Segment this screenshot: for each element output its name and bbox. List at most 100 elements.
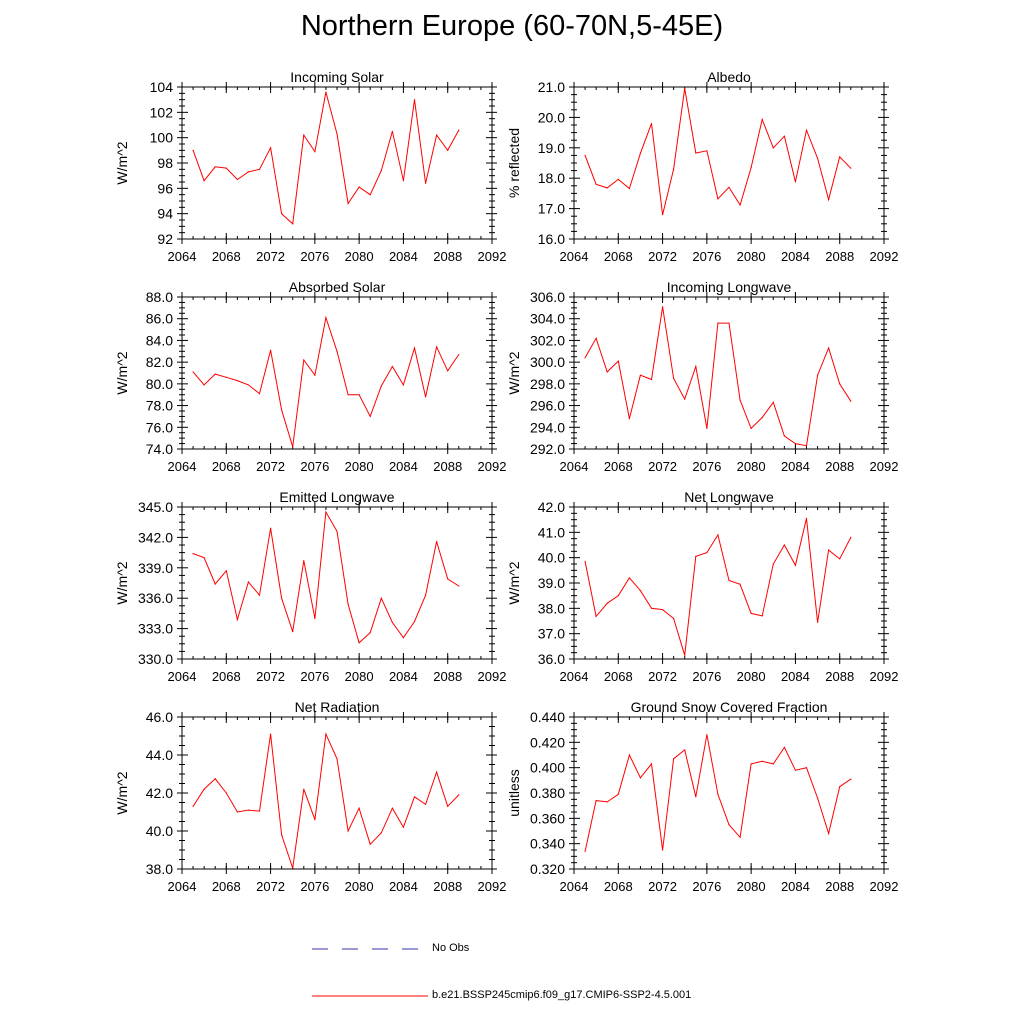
data-point bbox=[584, 850, 586, 852]
data-point bbox=[606, 801, 608, 803]
data-point bbox=[303, 788, 305, 790]
y-tick-label: 37.0 bbox=[538, 626, 565, 642]
data-point bbox=[292, 867, 294, 869]
data-point bbox=[584, 357, 586, 359]
y-tick-label: 44.0 bbox=[146, 747, 173, 763]
y-tick-label: 21.0 bbox=[538, 79, 565, 95]
y-tick-label: 0.440 bbox=[530, 709, 565, 725]
y-tick-label: 104 bbox=[150, 79, 174, 95]
data-point bbox=[761, 118, 763, 121]
data-point bbox=[661, 609, 664, 611]
data-point bbox=[347, 202, 349, 205]
y-tick-label: 80.0 bbox=[146, 376, 173, 392]
data-point bbox=[424, 396, 427, 398]
data-point bbox=[828, 832, 830, 835]
data-point bbox=[369, 632, 371, 634]
data-point bbox=[684, 749, 686, 751]
data-point bbox=[750, 612, 752, 615]
data-point bbox=[639, 152, 642, 154]
data-point bbox=[281, 213, 283, 215]
x-tick-label: 2092 bbox=[478, 669, 507, 684]
x-tick-label: 2064 bbox=[560, 879, 589, 894]
y-tick-label: 342.0 bbox=[138, 529, 173, 545]
y-axis-label: % reflected bbox=[506, 128, 522, 198]
data-point bbox=[772, 401, 774, 403]
x-tick-label: 2076 bbox=[692, 459, 721, 474]
x-tick-label: 2064 bbox=[168, 459, 197, 474]
data-point bbox=[673, 168, 675, 170]
data-point bbox=[673, 377, 675, 380]
data-point bbox=[639, 590, 642, 592]
data-point bbox=[447, 370, 449, 372]
y-tick-label: 82.0 bbox=[146, 354, 173, 370]
x-tick-label: 2084 bbox=[781, 669, 810, 684]
y-tick-label: 339.0 bbox=[138, 560, 173, 576]
data-point bbox=[269, 147, 272, 149]
x-tick-label: 2072 bbox=[648, 669, 677, 684]
x-tick-label: 2092 bbox=[478, 879, 507, 894]
data-point bbox=[391, 807, 393, 809]
data-point bbox=[225, 167, 227, 169]
data-point bbox=[673, 758, 675, 760]
y-axis-label: W/m^2 bbox=[114, 771, 130, 814]
x-tick-label: 2064 bbox=[560, 459, 589, 474]
data-point bbox=[684, 654, 686, 656]
data-point bbox=[447, 578, 449, 580]
y-tick-label: 20.0 bbox=[538, 109, 565, 125]
data-point bbox=[358, 186, 360, 188]
x-tick-label: 2068 bbox=[604, 249, 633, 264]
x-tick-label: 2068 bbox=[604, 669, 633, 684]
y-tick-label: 0.340 bbox=[530, 836, 565, 852]
y-tick-label: 298.0 bbox=[530, 376, 565, 392]
data-point bbox=[413, 347, 416, 349]
figure-title: Northern Europe (60-70N,5-45E) bbox=[300, 10, 724, 42]
data-point bbox=[269, 349, 272, 351]
x-tick-label: 2072 bbox=[256, 459, 285, 474]
data-point bbox=[717, 534, 719, 536]
data-point bbox=[203, 788, 205, 790]
data-point bbox=[728, 579, 730, 582]
x-tick-label: 2092 bbox=[870, 249, 899, 264]
data-point bbox=[695, 365, 697, 368]
data-point bbox=[281, 409, 283, 411]
data-point bbox=[783, 135, 785, 137]
data-point bbox=[706, 734, 708, 736]
x-tick-label: 2088 bbox=[825, 669, 854, 684]
data-point bbox=[369, 415, 371, 418]
data-point bbox=[314, 374, 316, 376]
x-tick-label: 2080 bbox=[737, 249, 766, 264]
x-tick-label: 2084 bbox=[389, 249, 418, 264]
data-point bbox=[839, 156, 841, 158]
y-tick-label: 42.0 bbox=[146, 785, 173, 801]
data-point bbox=[436, 346, 438, 348]
data-point bbox=[617, 178, 619, 181]
x-tick-label: 2080 bbox=[737, 669, 766, 684]
data-point bbox=[358, 642, 360, 644]
data-point bbox=[739, 204, 741, 206]
y-tick-label: 36.0 bbox=[538, 651, 565, 667]
panel-8: Ground Snow Covered Fraction unitless 2064… bbox=[506, 699, 898, 894]
data-point bbox=[325, 91, 327, 93]
data-point bbox=[739, 399, 741, 401]
data-point bbox=[772, 147, 774, 149]
data-point bbox=[413, 99, 416, 101]
data-point bbox=[628, 187, 630, 190]
data-point bbox=[258, 810, 261, 812]
data-point bbox=[303, 560, 305, 562]
x-tick-label: 2088 bbox=[825, 249, 854, 264]
data-point bbox=[661, 306, 664, 308]
panel-4: Incoming Longwave W/m^2 2064 2068 2072 2076 20… bbox=[506, 279, 898, 474]
data-point bbox=[269, 527, 272, 529]
data-point bbox=[391, 365, 393, 368]
x-tick-label: 2064 bbox=[168, 249, 197, 264]
data-point bbox=[717, 793, 719, 795]
data-point bbox=[369, 194, 371, 196]
data-point bbox=[617, 595, 619, 597]
data-point bbox=[717, 322, 719, 324]
data-point bbox=[595, 800, 597, 802]
x-tick-label: 2088 bbox=[825, 459, 854, 474]
data-point bbox=[347, 603, 349, 605]
x-tick-label: 2064 bbox=[168, 669, 197, 684]
